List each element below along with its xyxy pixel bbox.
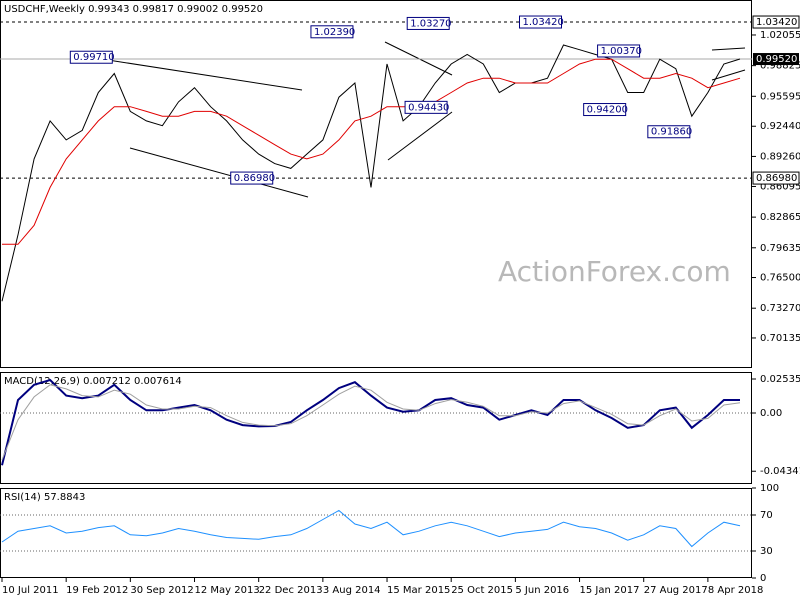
trendline <box>711 47 746 51</box>
y-tick-label: 0.70135 <box>760 333 800 344</box>
annotation-box <box>597 44 641 58</box>
annotation-label: 0.86980 <box>234 173 275 184</box>
series-line <box>1 509 741 548</box>
y-tick-label: 0.73270 <box>760 303 800 314</box>
y-tick-label: 0.025353 <box>760 374 800 385</box>
x-tick-label: 19 Feb 2012 <box>66 585 128 596</box>
y-tick-label: 0.86095 <box>760 181 800 192</box>
y-tick-label: 0.95595 <box>760 91 800 102</box>
x-tick-label: 22 Dec 2013 <box>259 585 323 596</box>
y-tick-label: 1.02055 <box>760 30 800 41</box>
y-tick-label: 0.82865 <box>760 212 800 223</box>
trendlines <box>107 41 746 198</box>
annotation-label: 0.94430 <box>408 102 449 113</box>
price-panel <box>0 0 752 368</box>
y-tick-label: 0.92440 <box>760 121 800 132</box>
x-tick-label: 3 Aug 2014 <box>323 585 381 596</box>
trendline <box>387 111 453 161</box>
annotation-box <box>404 100 448 114</box>
level-label: 0.86980 <box>756 173 797 184</box>
y-tick-label: 0.89260 <box>760 151 800 162</box>
y-tick-label: 0 <box>760 573 766 584</box>
level-label: 1.03420 <box>756 17 797 28</box>
annotation-label: 1.03420 <box>522 17 563 28</box>
annotation-box <box>310 25 354 39</box>
annotation-label: 0.94200 <box>587 105 628 116</box>
y-tick-label: 0.76500 <box>760 273 800 284</box>
y-tick-label: 0.00 <box>760 408 782 419</box>
y-tick-label: 0.79635 <box>760 243 800 254</box>
trendline <box>107 59 303 91</box>
x-tick-label: 8 Apr 2018 <box>708 585 763 596</box>
series-line <box>1 44 741 302</box>
annotation-box <box>647 125 691 139</box>
level-box <box>752 15 800 29</box>
annotation-label: 0.99710 <box>73 52 114 63</box>
series-line <box>1 378 740 466</box>
panel-title: USDCHF,Weekly 0.99343 0.99817 0.99002 0.… <box>4 4 263 15</box>
x-tick-label: 27 Aug 2017 <box>644 585 708 596</box>
trendline <box>711 69 746 81</box>
trendline <box>384 41 453 76</box>
annotation-box <box>69 50 113 64</box>
last-price-label: 0.99520 <box>756 54 797 65</box>
x-tick-label: 12 May 2013 <box>195 585 260 596</box>
x-tick-label: 5 Jun 2016 <box>515 585 569 596</box>
level-box <box>752 171 800 185</box>
y-tick-label: 0.98825 <box>760 61 800 72</box>
annotation-label: 0.91860 <box>651 127 692 138</box>
annotation-box <box>583 103 627 117</box>
last-price-box <box>753 53 799 66</box>
x-tick-label: 15 Jan 2017 <box>580 585 640 596</box>
watermark: ActionForex.com <box>498 255 731 288</box>
x-tick-label: 25 Oct 2015 <box>451 585 513 596</box>
macd-panel <box>0 372 752 484</box>
x-tick-label: 15 Mar 2015 <box>387 585 450 596</box>
annotation-label: 1.02390 <box>314 27 355 38</box>
annotation-label: 1.00370 <box>601 46 642 57</box>
series-line <box>2 58 741 245</box>
annotation-box <box>518 15 562 29</box>
panel-title: MACD(12,26,9) 0.007212 0.007614 <box>4 376 182 387</box>
x-tick-label: 30 Sep 2012 <box>130 585 193 596</box>
annotation-box <box>230 171 274 185</box>
trendline <box>129 147 309 198</box>
y-tick-label: 100 <box>760 483 779 494</box>
rsi-panel <box>0 488 752 578</box>
y-tick-label: -0.043419 <box>760 466 800 477</box>
y-tick-label: 30 <box>760 546 773 557</box>
y-tick-label: 70 <box>760 510 773 521</box>
panel-title: RSI(14) 57.8843 <box>4 492 85 503</box>
series-line <box>1 384 741 461</box>
annotation-label: 1.03270 <box>410 18 451 29</box>
annotation-box <box>406 16 450 30</box>
x-tick-label: 10 Jul 2011 <box>2 585 59 596</box>
